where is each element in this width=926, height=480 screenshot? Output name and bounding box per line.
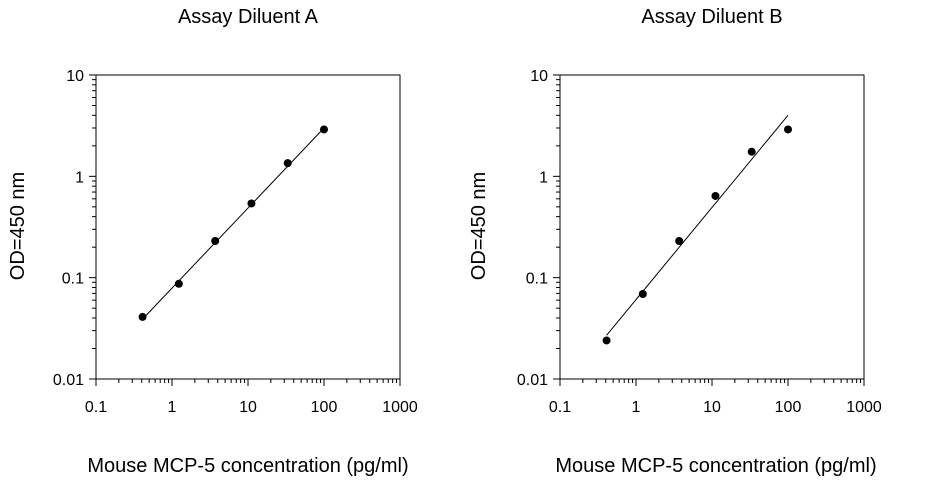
x-tick-label: 0.1 (549, 399, 571, 416)
y-tick-label: 0.01 (517, 372, 548, 389)
x-tick-label: 100 (775, 399, 802, 416)
chart-title: Assay Diluent B (641, 6, 782, 28)
data-point (747, 147, 756, 156)
chart-panel-diluent-a: Assay Diluent A OD=450 nm Mouse MCP-5 co… (7, 6, 418, 477)
x-tick-label: 1000 (382, 399, 418, 416)
fit-line-group (142, 127, 325, 320)
y-tick-label: 10 (66, 68, 84, 85)
data-point (283, 159, 292, 168)
data-point (675, 237, 684, 246)
chart-title: Assay Diluent A (178, 6, 319, 28)
x-tick-label: 0.1 (85, 399, 107, 416)
x-tick-label: 1000 (846, 399, 882, 416)
x-axis-label: Mouse MCP-5 concentration (pg/ml) (555, 455, 876, 477)
plot-frame (95, 74, 401, 380)
data-points (602, 125, 792, 345)
y-tick-label: 0.01 (53, 372, 84, 389)
x-tick-label: 1 (168, 399, 177, 416)
y-tick-label: 0.1 (526, 271, 548, 288)
x-tick-label: 1 (632, 399, 641, 416)
data-points (138, 125, 328, 321)
data-point (138, 312, 147, 321)
chart-panel-diluent-b: Assay Diluent B OD=450 nm Mouse MCP-5 co… (468, 6, 882, 477)
y-axis-label: OD=450 nm (468, 172, 490, 280)
data-point (784, 125, 792, 134)
plot-frame (559, 74, 865, 380)
x-tick-label: 10 (703, 399, 721, 416)
data-point (174, 279, 183, 288)
y-axis-label: OD=450 nm (7, 172, 29, 280)
data-point (211, 237, 220, 246)
data-point (247, 199, 256, 208)
y-tick-label: 10 (530, 68, 548, 85)
x-tick-label: 100 (311, 399, 338, 416)
x-tick-label: 10 (239, 399, 257, 416)
data-point (711, 191, 720, 200)
y-tick-label: 1 (75, 169, 84, 186)
data-point (638, 289, 647, 298)
data-point (320, 125, 328, 134)
fit-line (606, 115, 789, 336)
y-tick-label: 1 (539, 169, 548, 186)
fit-line (142, 127, 325, 320)
y-tick-label: 0.1 (62, 271, 84, 288)
data-point (602, 336, 611, 345)
x-axis-label: Mouse MCP-5 concentration (pg/ml) (87, 455, 408, 477)
fit-line-group (606, 115, 789, 336)
